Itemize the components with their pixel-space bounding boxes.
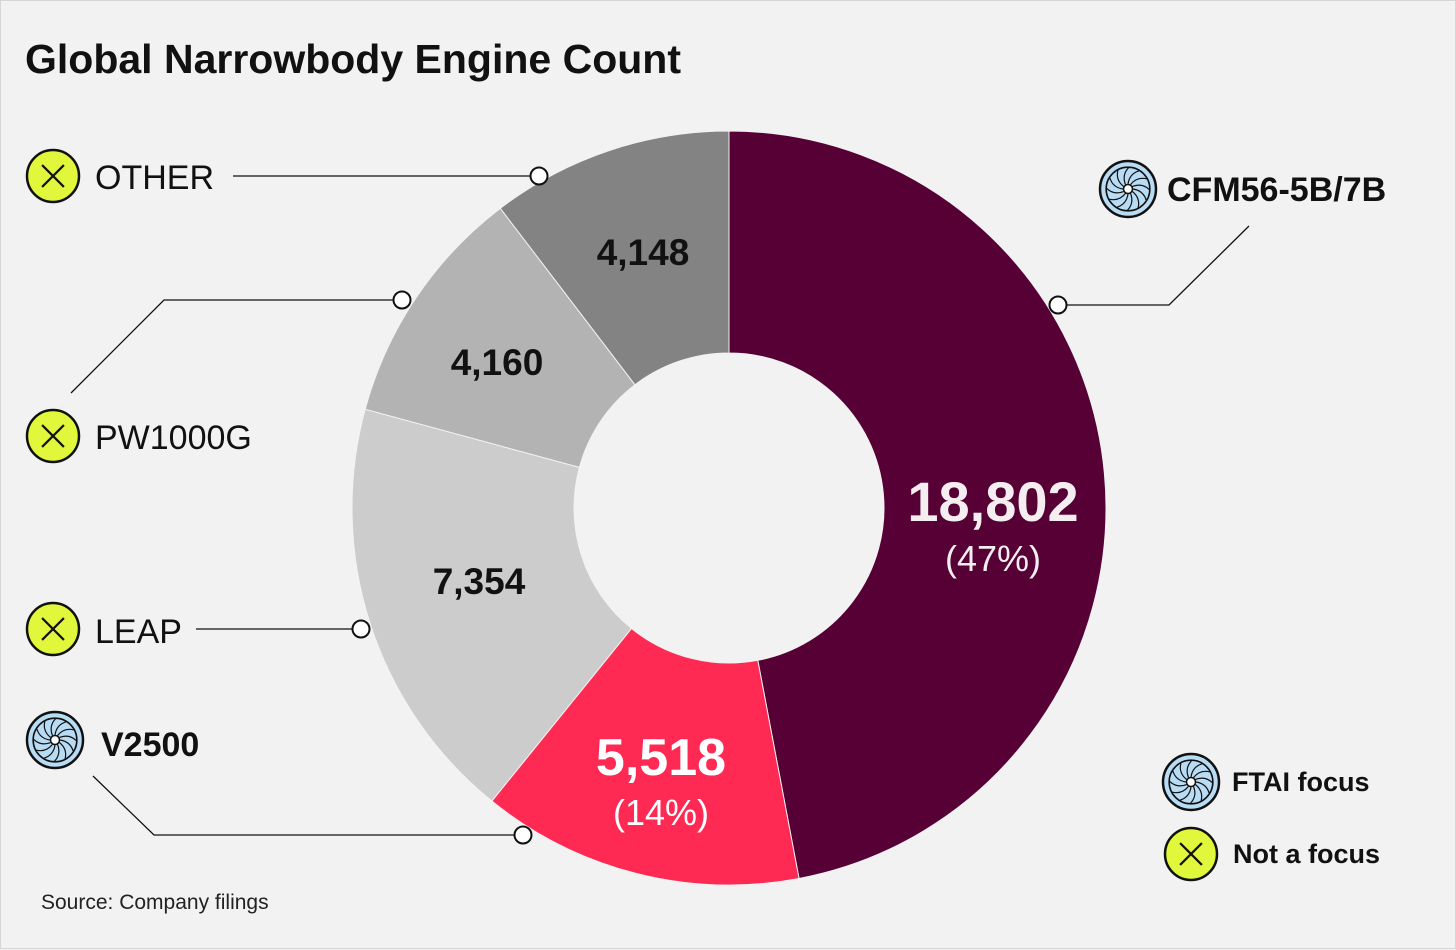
x-circle-icon bbox=[25, 408, 81, 464]
slice-v2500 bbox=[491, 627, 800, 886]
slice-leap bbox=[351, 408, 633, 802]
chart-title: Global Narrowbody Engine Count bbox=[25, 36, 681, 82]
slice-pw1000g bbox=[364, 207, 636, 468]
value-label-other: 4,148 bbox=[597, 232, 690, 273]
donut-slices bbox=[351, 130, 1107, 886]
fan-icon bbox=[1161, 752, 1221, 812]
leader-dot-other bbox=[529, 166, 549, 186]
label-other: OTHER bbox=[25, 148, 214, 204]
leader-dot-cfm bbox=[1048, 295, 1068, 315]
pct-label-v2500: (14%) bbox=[613, 792, 709, 833]
slice-label-pw1000g: PW1000G bbox=[95, 419, 252, 457]
leader-lines bbox=[70, 166, 1250, 845]
fan-icon bbox=[25, 710, 85, 770]
slice-label-v2500: V2500 bbox=[101, 726, 199, 764]
label-v2500: V2500 bbox=[25, 710, 199, 770]
slice-label-other: OTHER bbox=[95, 159, 214, 197]
label-pw1000g: PW1000G bbox=[25, 408, 252, 464]
fan-icon bbox=[1098, 159, 1158, 219]
source-note: Source: Company filings bbox=[41, 891, 269, 914]
x-circle-icon bbox=[1163, 826, 1219, 882]
leader-line-cfm bbox=[1058, 225, 1250, 306]
slice-label-leap: LEAP bbox=[95, 613, 182, 651]
value-label-cfm: 18,802 bbox=[907, 470, 1078, 533]
label-cfm: CFM56-5B/7B bbox=[1098, 159, 1386, 219]
legend: FTAI focus Not a focus bbox=[1161, 752, 1380, 882]
pct-label-cfm: (47%) bbox=[945, 538, 1041, 579]
label-leap: LEAP bbox=[25, 601, 182, 657]
leader-line-pw1000g bbox=[70, 299, 402, 394]
slice-label-cfm: CFM56-5B/7B bbox=[1167, 171, 1386, 209]
legend-label-focus: FTAI focus bbox=[1232, 767, 1370, 797]
legend-label-not-focus: Not a focus bbox=[1233, 839, 1380, 869]
value-label-leap: 7,354 bbox=[433, 561, 526, 602]
leader-dot-leap bbox=[351, 619, 371, 639]
value-label-v2500: 5,518 bbox=[596, 729, 726, 787]
slice-value-labels: 18,802 (47%) 5,518 (14%) 7,354 4,160 4,148 bbox=[433, 232, 1079, 833]
leader-dot-v2500 bbox=[513, 825, 533, 845]
slice-cfm bbox=[728, 130, 1107, 880]
slice-other bbox=[499, 130, 730, 386]
x-circle-icon bbox=[25, 148, 81, 204]
leader-line-v2500 bbox=[92, 775, 523, 836]
value-label-pw1000g: 4,160 bbox=[451, 342, 544, 383]
leader-dot-pw1000g bbox=[392, 290, 412, 310]
x-circle-icon bbox=[25, 601, 81, 657]
